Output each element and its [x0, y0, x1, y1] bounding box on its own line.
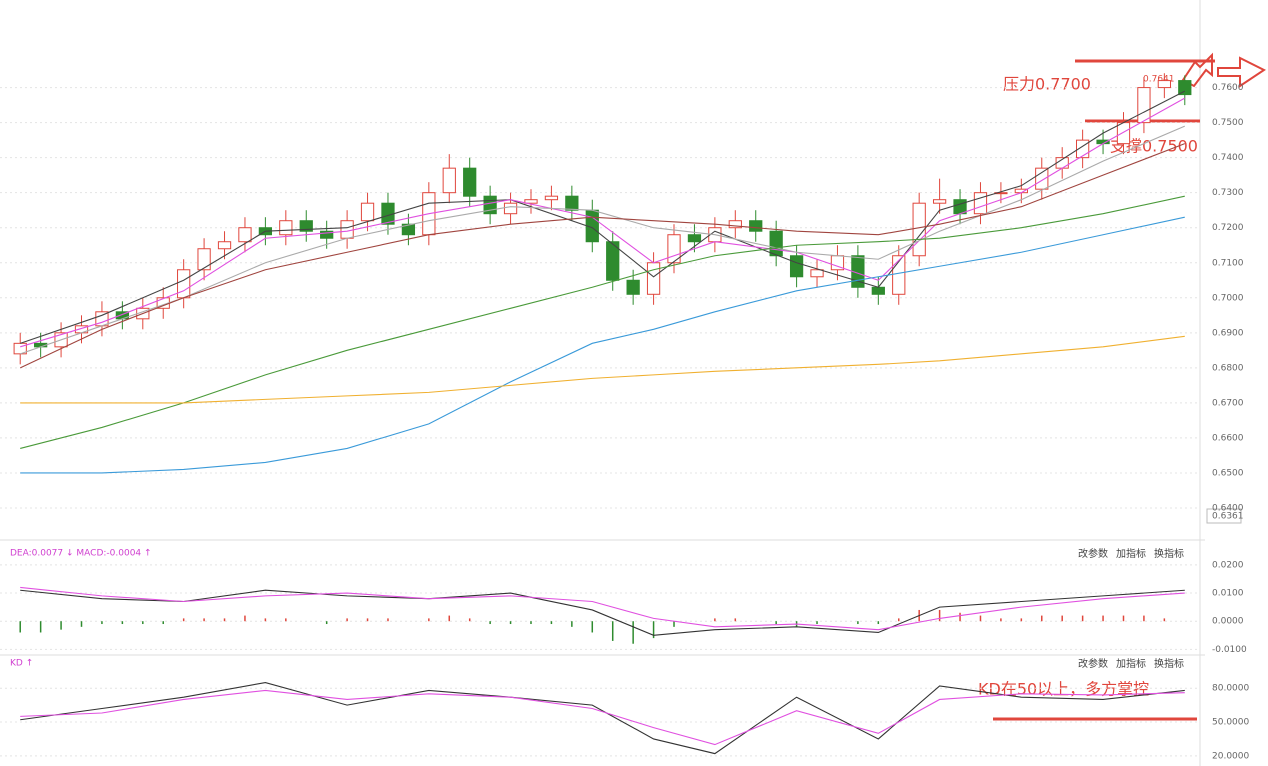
y-tick-label: 0.7600 — [1212, 83, 1244, 93]
candle-body — [197, 248, 211, 271]
indicator-line — [19, 143, 1185, 369]
candle-body — [728, 220, 742, 229]
candle-body — [810, 269, 824, 278]
candle-body — [217, 241, 232, 250]
y-tick-label: 0.6700 — [1212, 398, 1244, 408]
indicator-button[interactable]: 改参数 — [1078, 657, 1108, 670]
candle-body — [646, 262, 661, 295]
candle-body — [973, 192, 988, 215]
y-tick-label: -0.0100 — [1212, 645, 1247, 655]
candle-body — [769, 230, 783, 257]
y-tick-label: 0.7100 — [1212, 258, 1244, 268]
candle-body — [565, 195, 579, 211]
candle-body — [667, 234, 681, 264]
y-tick-label: 0.6900 — [1212, 328, 1244, 338]
indicator-button[interactable]: 改参数 — [1078, 547, 1108, 560]
candle-body — [360, 202, 375, 222]
y-tick-label: 0.7400 — [1212, 153, 1244, 163]
candle-body — [789, 255, 804, 278]
candle-body — [1157, 80, 1171, 89]
price-box-label: 0.6361 — [1212, 512, 1244, 522]
candle-body — [953, 199, 967, 215]
price-box — [1206, 508, 1242, 524]
y-tick-label: 80.0000 — [1212, 684, 1249, 694]
kd-title: KD ↑ — [10, 659, 33, 669]
indicator-button[interactable]: 加指标 — [1116, 657, 1146, 670]
indicator-line — [20, 681, 1185, 755]
candle-body — [340, 220, 354, 239]
candle-body — [871, 286, 885, 295]
indicator-line — [20, 689, 1185, 746]
y-tick-label: 50.0000 — [1212, 718, 1249, 728]
y-tick-label: 20.0000 — [1212, 751, 1249, 761]
indicator-line — [20, 586, 1185, 631]
candle-body — [1116, 122, 1131, 145]
y-tick-label: 0.0100 — [1212, 589, 1244, 599]
indicator-line — [20, 97, 1186, 348]
candle-body — [932, 199, 947, 204]
y-tick-label: 0.6500 — [1212, 468, 1244, 478]
y-tick-label: 0.7200 — [1212, 223, 1244, 233]
candle-body — [442, 167, 456, 194]
indicator-button[interactable]: 加指标 — [1116, 547, 1146, 560]
y-tick-label: 0.7000 — [1212, 293, 1244, 303]
indicator-button[interactable]: 换指标 — [1154, 547, 1184, 560]
candle-body — [401, 223, 416, 236]
y-tick-label: 0.7500 — [1212, 118, 1244, 128]
candle-body — [687, 234, 702, 243]
arrow-icon — [1217, 56, 1266, 88]
candle-body — [320, 230, 334, 239]
kd-annotation: KD在50以上，多方掌控 — [978, 680, 1149, 699]
y-tick-label: 0.0000 — [1212, 617, 1244, 627]
candle-body — [544, 195, 559, 201]
candle-body — [238, 227, 252, 243]
support-label: 支撑0.7500 — [1110, 137, 1198, 156]
candle-body — [912, 202, 926, 257]
resistance-label: 压力0.7700 — [1003, 75, 1091, 94]
candle-body — [1137, 87, 1151, 124]
indicator-line — [20, 90, 1186, 344]
y-tick-label: 0.7300 — [1212, 188, 1244, 198]
max-label: 0.7641 — [1143, 75, 1175, 85]
candle-body — [177, 269, 191, 299]
indicator-button[interactable]: 换指标 — [1154, 657, 1184, 670]
y-tick-label: 0.6800 — [1212, 363, 1244, 373]
indicator-line — [20, 335, 1185, 404]
candle-body — [463, 167, 477, 197]
candle-body — [503, 202, 518, 215]
indicator-line — [20, 216, 1185, 474]
candle-body — [1035, 167, 1049, 190]
macd-title: DEA:0.0077 ↓ MACD:-0.0004 ↑ — [10, 549, 152, 559]
candle-body — [524, 199, 538, 204]
candle-body — [1178, 80, 1192, 96]
candle-body — [606, 241, 620, 281]
indicator-line — [20, 195, 1185, 449]
arrow-icon — [1181, 52, 1213, 88]
candle-body — [749, 220, 763, 232]
y-tick-label: 0.0200 — [1212, 560, 1244, 570]
candle-body — [626, 279, 640, 295]
candle-body — [279, 220, 293, 236]
candle-body — [299, 220, 313, 232]
y-tick-label: 0.6400 — [1212, 503, 1244, 513]
y-tick-label: 0.6600 — [1212, 433, 1244, 443]
indicator-line — [20, 589, 1185, 636]
